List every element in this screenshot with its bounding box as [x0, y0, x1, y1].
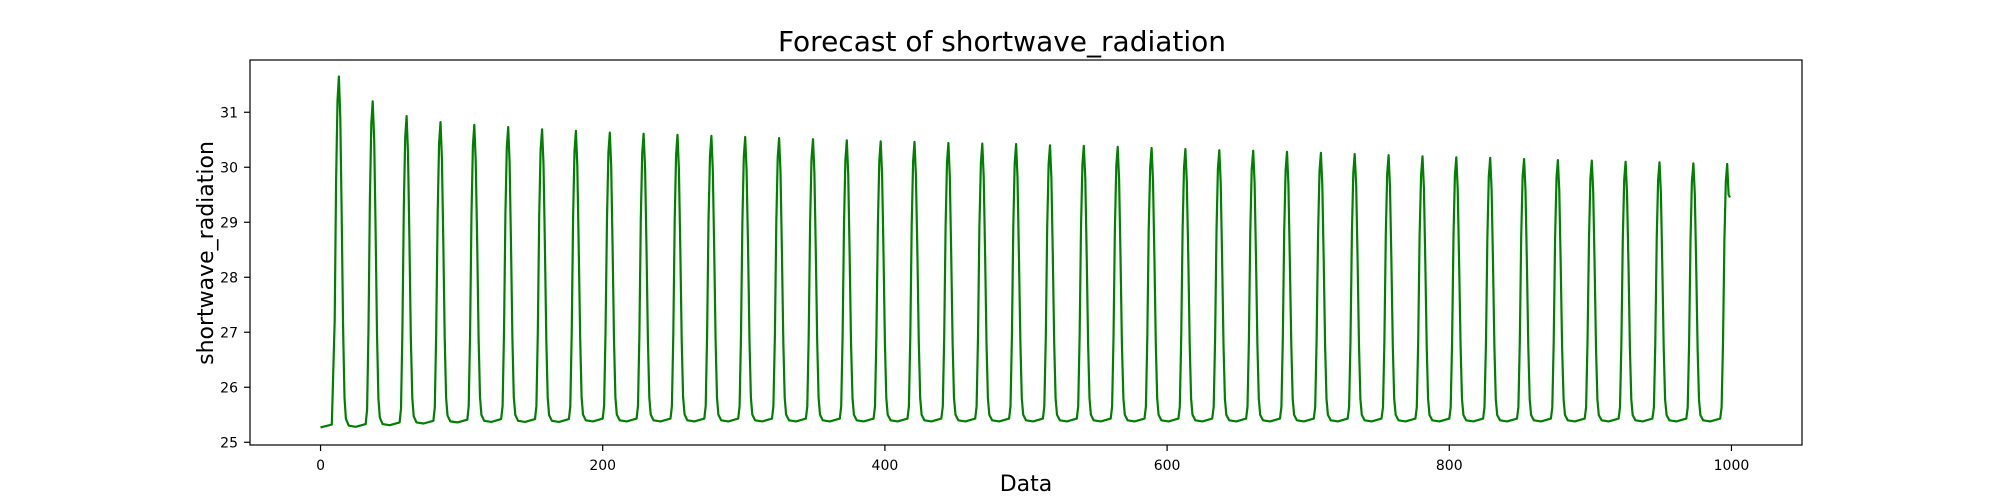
x-tick-label: 400 — [872, 458, 899, 474]
y-tick-label: 26 — [220, 380, 238, 396]
y-tick-label: 27 — [220, 325, 238, 341]
y-axis: 25 26 27 28 29 30 31 — [220, 105, 250, 451]
y-tick-label: 30 — [220, 160, 238, 176]
chart-title: Forecast of shortwave_radiation — [778, 25, 1226, 58]
x-tick-label: 0 — [316, 458, 325, 474]
plot-frame — [249, 59, 1803, 446]
x-tick-label: 1000 — [1714, 458, 1750, 474]
y-tick-label: 31 — [220, 105, 238, 121]
y-tick-label: 29 — [220, 215, 238, 231]
y-tick-label: 28 — [220, 270, 238, 286]
x-axis-label: Data — [1000, 472, 1053, 497]
series-line — [320, 75, 1731, 429]
x-tick-label: 600 — [1154, 458, 1181, 474]
y-axis-label: shortwave_radiation — [194, 141, 219, 365]
x-tick-label: 800 — [1436, 458, 1463, 474]
x-tick-label: 200 — [589, 458, 616, 474]
y-tick-label: 25 — [220, 435, 238, 451]
x-axis: 0 200 400 600 800 1000 — [316, 445, 1749, 474]
